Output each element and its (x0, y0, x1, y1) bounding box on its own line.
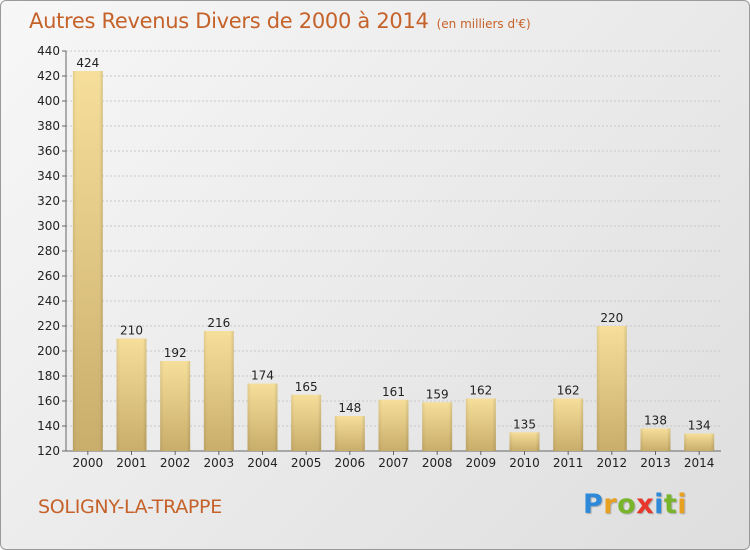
y-tick-label: 320 (37, 194, 60, 208)
y-tick-label: 200 (37, 344, 60, 358)
chart-subtitle: (en milliers d'€) (436, 17, 531, 31)
y-tick-label: 380 (37, 119, 60, 133)
bar-shade (422, 402, 453, 451)
y-tick-label: 300 (37, 219, 60, 233)
bar-shade (509, 432, 540, 451)
data-label: 162 (557, 384, 580, 398)
logo-letter: i (654, 489, 664, 520)
y-tick-label: 400 (37, 94, 60, 108)
y-tick-label: 360 (37, 144, 60, 158)
logo-letter: r (603, 489, 618, 520)
x-tick-label: 2010 (509, 456, 540, 470)
logo-letter: P (583, 489, 604, 520)
x-tick-label: 2007 (378, 456, 409, 470)
logo-letter: o (617, 489, 637, 520)
data-label: 192 (164, 346, 187, 360)
bar-shade (203, 331, 234, 451)
data-label: 165 (295, 380, 318, 394)
bar-shade (596, 326, 627, 451)
chart-title-text: Autres Revenus Divers de 2000 à 2014 (29, 9, 429, 33)
x-tick-label: 2014 (684, 456, 715, 470)
bar-shade (465, 398, 496, 451)
y-tick-label: 340 (37, 169, 60, 183)
x-tick-label: 2006 (335, 456, 366, 470)
bar-shade (553, 398, 584, 451)
chart-title: Autres Revenus Divers de 2000 à 2014 (en … (29, 9, 531, 33)
data-label: 220 (600, 311, 623, 325)
y-tick-label: 120 (37, 444, 60, 458)
y-tick-label: 240 (37, 294, 60, 308)
y-tick-label: 140 (37, 419, 60, 433)
proxiti-logo: Proxiti (583, 489, 687, 520)
y-tick-label: 280 (37, 244, 60, 258)
data-label: 174 (251, 369, 274, 383)
bar-shade (72, 71, 103, 451)
x-tick-label: 2002 (160, 456, 191, 470)
x-tick-label: 2001 (116, 456, 147, 470)
bar-shade (291, 394, 322, 451)
y-tick-label: 420 (37, 69, 60, 83)
bar-shade (640, 428, 671, 451)
logo-letter: x (636, 489, 655, 520)
y-tick-label: 260 (37, 269, 60, 283)
x-tick-label: 2003 (204, 456, 235, 470)
data-label: 135 (513, 417, 536, 431)
bar-shade (116, 338, 147, 451)
y-tick-label: 440 (37, 44, 60, 58)
data-label: 134 (688, 419, 711, 433)
x-tick-label: 2000 (73, 456, 104, 470)
logo-letter: t (663, 489, 678, 520)
data-label: 216 (207, 316, 230, 330)
y-tick-label: 220 (37, 319, 60, 333)
y-tick-label: 180 (37, 369, 60, 383)
data-label: 148 (338, 401, 361, 415)
x-tick-label: 2011 (553, 456, 584, 470)
bar-shade (160, 361, 191, 451)
x-tick-label: 2009 (466, 456, 497, 470)
x-tick-label: 2013 (640, 456, 671, 470)
x-tick-label: 2008 (422, 456, 453, 470)
logo-letter: i (677, 489, 688, 520)
data-label: 161 (382, 385, 405, 399)
x-tick-label: 2005 (291, 456, 322, 470)
data-label: 424 (76, 56, 99, 70)
commune-name: SOLIGNY-LA-TRAPPE (38, 496, 222, 518)
data-label: 162 (469, 384, 492, 398)
x-tick-label: 2012 (597, 456, 628, 470)
bar-shade (334, 416, 365, 451)
bar-shade (378, 399, 409, 451)
y-tick-label: 160 (37, 394, 60, 408)
data-label: 159 (426, 387, 449, 401)
x-tick-label: 2004 (247, 456, 278, 470)
data-label: 210 (120, 324, 143, 338)
bar-shade (247, 383, 278, 451)
bar-shade (684, 433, 715, 451)
data-label: 138 (644, 414, 667, 428)
